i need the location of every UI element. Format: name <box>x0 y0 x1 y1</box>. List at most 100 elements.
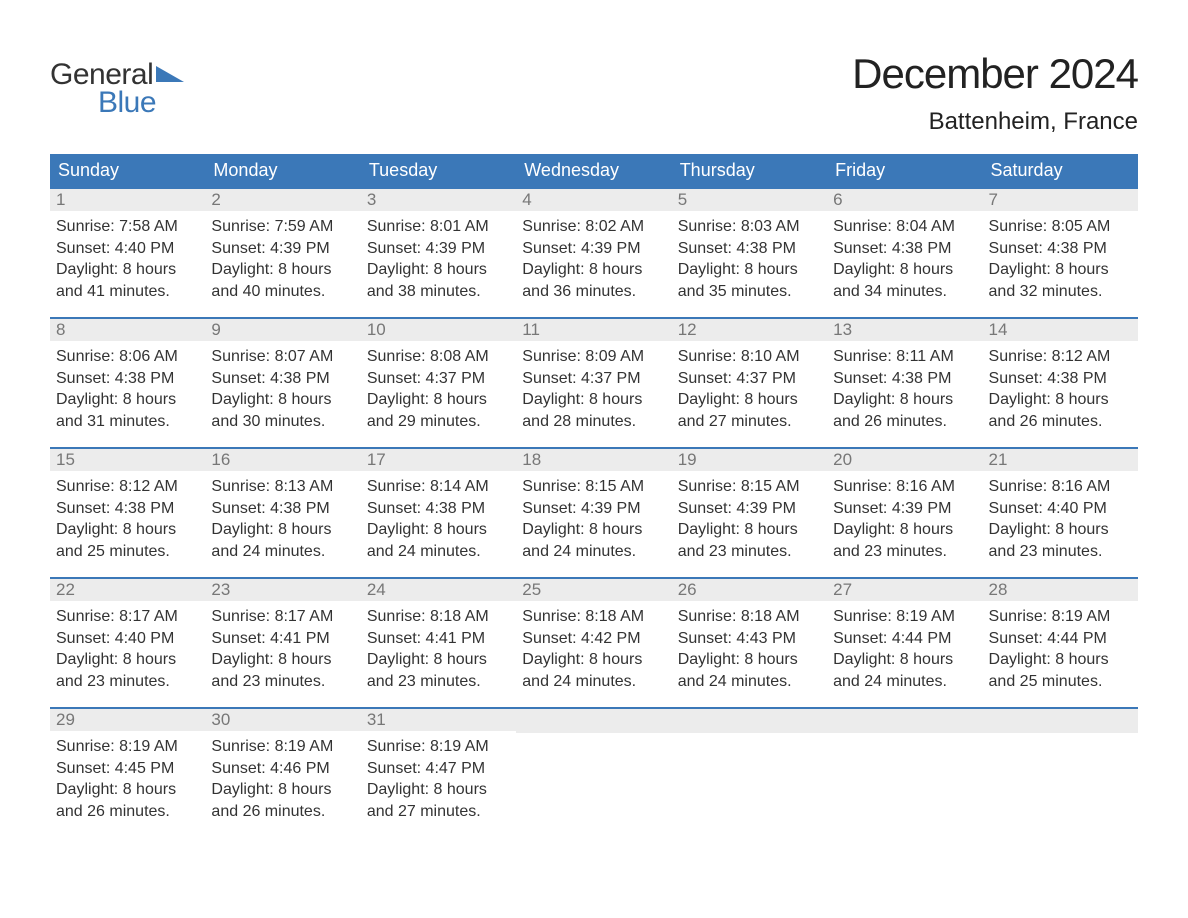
day-cell: 25Sunrise: 8:18 AMSunset: 4:42 PMDayligh… <box>516 579 671 707</box>
daylight-line2: and 28 minutes. <box>522 411 665 433</box>
sunset-text: Sunset: 4:38 PM <box>833 238 976 260</box>
day-number: 20 <box>827 449 982 471</box>
daylight-line1: Daylight: 8 hours <box>833 649 976 671</box>
daylight-line2: and 24 minutes. <box>211 541 354 563</box>
sunset-text: Sunset: 4:38 PM <box>56 368 199 390</box>
day-cell: 12Sunrise: 8:10 AMSunset: 4:37 PMDayligh… <box>672 319 827 447</box>
sunset-text: Sunset: 4:37 PM <box>367 368 510 390</box>
daylight-line1: Daylight: 8 hours <box>56 389 199 411</box>
daylight-line1: Daylight: 8 hours <box>367 649 510 671</box>
sunset-text: Sunset: 4:40 PM <box>989 498 1132 520</box>
daylight-line2: and 24 minutes. <box>367 541 510 563</box>
daylight-line1: Daylight: 8 hours <box>211 259 354 281</box>
day-number-empty <box>672 709 827 733</box>
sunrise-text: Sunrise: 8:18 AM <box>367 606 510 628</box>
daylight-line1: Daylight: 8 hours <box>989 389 1132 411</box>
day-header-saturday: Saturday <box>983 154 1138 187</box>
sunrise-text: Sunrise: 8:17 AM <box>211 606 354 628</box>
day-body: Sunrise: 8:07 AMSunset: 4:38 PMDaylight:… <box>205 341 360 432</box>
header: General Blue December 2024 Battenheim, F… <box>50 50 1138 136</box>
daylight-line1: Daylight: 8 hours <box>367 519 510 541</box>
day-number-empty <box>983 709 1138 733</box>
day-number: 14 <box>983 319 1138 341</box>
day-body: Sunrise: 8:12 AMSunset: 4:38 PMDaylight:… <box>983 341 1138 432</box>
day-body: Sunrise: 8:19 AMSunset: 4:46 PMDaylight:… <box>205 731 360 822</box>
day-number: 7 <box>983 189 1138 211</box>
day-cell <box>827 709 982 837</box>
day-cell: 10Sunrise: 8:08 AMSunset: 4:37 PMDayligh… <box>361 319 516 447</box>
sunset-text: Sunset: 4:37 PM <box>678 368 821 390</box>
sunrise-text: Sunrise: 8:08 AM <box>367 346 510 368</box>
day-body: Sunrise: 8:19 AMSunset: 4:45 PMDaylight:… <box>50 731 205 822</box>
daylight-line2: and 23 minutes. <box>211 671 354 693</box>
day-cell: 14Sunrise: 8:12 AMSunset: 4:38 PMDayligh… <box>983 319 1138 447</box>
day-number: 23 <box>205 579 360 601</box>
daylight-line1: Daylight: 8 hours <box>56 649 199 671</box>
daylight-line2: and 23 minutes. <box>989 541 1132 563</box>
day-number: 4 <box>516 189 671 211</box>
day-number: 25 <box>516 579 671 601</box>
sunrise-text: Sunrise: 8:18 AM <box>522 606 665 628</box>
sunrise-text: Sunrise: 8:09 AM <box>522 346 665 368</box>
day-number: 16 <box>205 449 360 471</box>
sunrise-text: Sunrise: 8:16 AM <box>833 476 976 498</box>
sunset-text: Sunset: 4:45 PM <box>56 758 199 780</box>
day-body: Sunrise: 8:19 AMSunset: 4:47 PMDaylight:… <box>361 731 516 822</box>
day-cell: 28Sunrise: 8:19 AMSunset: 4:44 PMDayligh… <box>983 579 1138 707</box>
sunset-text: Sunset: 4:44 PM <box>833 628 976 650</box>
sunrise-text: Sunrise: 8:03 AM <box>678 216 821 238</box>
sunset-text: Sunset: 4:39 PM <box>833 498 976 520</box>
daylight-line2: and 36 minutes. <box>522 281 665 303</box>
logo-text-blue: Blue <box>98 86 184 120</box>
daylight-line2: and 24 minutes. <box>522 671 665 693</box>
week-row: 1Sunrise: 7:58 AMSunset: 4:40 PMDaylight… <box>50 187 1138 317</box>
daylight-line1: Daylight: 8 hours <box>989 649 1132 671</box>
day-cell: 26Sunrise: 8:18 AMSunset: 4:43 PMDayligh… <box>672 579 827 707</box>
day-cell: 8Sunrise: 8:06 AMSunset: 4:38 PMDaylight… <box>50 319 205 447</box>
day-cell: 11Sunrise: 8:09 AMSunset: 4:37 PMDayligh… <box>516 319 671 447</box>
sunset-text: Sunset: 4:39 PM <box>522 238 665 260</box>
daylight-line1: Daylight: 8 hours <box>678 259 821 281</box>
daylight-line2: and 27 minutes. <box>367 801 510 823</box>
day-body: Sunrise: 8:16 AMSunset: 4:40 PMDaylight:… <box>983 471 1138 562</box>
day-header-row: Sunday Monday Tuesday Wednesday Thursday… <box>50 154 1138 187</box>
day-number: 1 <box>50 189 205 211</box>
day-body: Sunrise: 8:18 AMSunset: 4:41 PMDaylight:… <box>361 601 516 692</box>
day-number: 10 <box>361 319 516 341</box>
sunrise-text: Sunrise: 8:05 AM <box>989 216 1132 238</box>
location-label: Battenheim, France <box>852 108 1138 136</box>
daylight-line2: and 26 minutes. <box>833 411 976 433</box>
daylight-line2: and 23 minutes. <box>367 671 510 693</box>
day-number: 24 <box>361 579 516 601</box>
day-cell: 21Sunrise: 8:16 AMSunset: 4:40 PMDayligh… <box>983 449 1138 577</box>
day-body: Sunrise: 8:13 AMSunset: 4:38 PMDaylight:… <box>205 471 360 562</box>
daylight-line1: Daylight: 8 hours <box>211 519 354 541</box>
daylight-line1: Daylight: 8 hours <box>56 259 199 281</box>
calendar: Sunday Monday Tuesday Wednesday Thursday… <box>50 154 1138 837</box>
day-number: 13 <box>827 319 982 341</box>
day-body: Sunrise: 8:19 AMSunset: 4:44 PMDaylight:… <box>983 601 1138 692</box>
sunrise-text: Sunrise: 8:14 AM <box>367 476 510 498</box>
day-cell: 27Sunrise: 8:19 AMSunset: 4:44 PMDayligh… <box>827 579 982 707</box>
sunset-text: Sunset: 4:39 PM <box>367 238 510 260</box>
day-cell: 2Sunrise: 7:59 AMSunset: 4:39 PMDaylight… <box>205 189 360 317</box>
day-body: Sunrise: 8:19 AMSunset: 4:44 PMDaylight:… <box>827 601 982 692</box>
day-number: 29 <box>50 709 205 731</box>
day-cell <box>983 709 1138 837</box>
day-body: Sunrise: 8:03 AMSunset: 4:38 PMDaylight:… <box>672 211 827 302</box>
daylight-line1: Daylight: 8 hours <box>367 779 510 801</box>
day-cell: 22Sunrise: 8:17 AMSunset: 4:40 PMDayligh… <box>50 579 205 707</box>
week-row: 8Sunrise: 8:06 AMSunset: 4:38 PMDaylight… <box>50 317 1138 447</box>
sunrise-text: Sunrise: 8:13 AM <box>211 476 354 498</box>
sunrise-text: Sunrise: 8:16 AM <box>989 476 1132 498</box>
sunset-text: Sunset: 4:39 PM <box>211 238 354 260</box>
sunrise-text: Sunrise: 8:19 AM <box>833 606 976 628</box>
daylight-line2: and 26 minutes. <box>989 411 1132 433</box>
sunrise-text: Sunrise: 8:17 AM <box>56 606 199 628</box>
day-body: Sunrise: 7:58 AMSunset: 4:40 PMDaylight:… <box>50 211 205 302</box>
daylight-line2: and 31 minutes. <box>56 411 199 433</box>
sunrise-text: Sunrise: 8:19 AM <box>367 736 510 758</box>
sunrise-text: Sunrise: 8:19 AM <box>56 736 199 758</box>
day-body: Sunrise: 8:10 AMSunset: 4:37 PMDaylight:… <box>672 341 827 432</box>
sunset-text: Sunset: 4:46 PM <box>211 758 354 780</box>
